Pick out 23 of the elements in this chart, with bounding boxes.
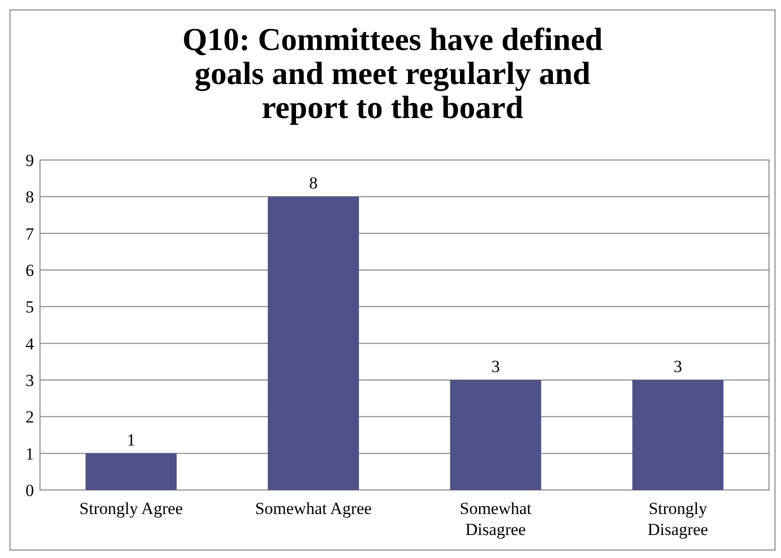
y-tick-label: 5 — [26, 298, 34, 317]
bar — [86, 453, 177, 490]
y-tick-label: 3 — [26, 370, 34, 390]
y-tick-label: 0 — [26, 480, 34, 500]
data-label: 3 — [674, 357, 682, 376]
data-label: 1 — [126, 430, 136, 450]
x-tick-label: Strongly Disagree — [648, 499, 708, 539]
x-tick-label: Somewhat Disagree — [460, 499, 532, 539]
y-tick-label: 1 — [26, 444, 34, 464]
y-tick-label: 2 — [26, 408, 34, 427]
bar — [632, 380, 724, 490]
y-tick-label: 8 — [26, 188, 34, 207]
bar — [268, 196, 359, 490]
data-label: 3 — [491, 357, 500, 376]
chart-title: Q10: Committees have defined goals and meet regularly and report to the board — [182, 21, 603, 125]
x-tick-label: Somewhat Agree — [255, 499, 372, 518]
y-tick-label: 6 — [26, 260, 34, 280]
y-tick-label: 7 — [26, 224, 34, 244]
y-tick-label: 9 — [26, 150, 34, 170]
bar — [450, 380, 542, 490]
data-label: 8 — [309, 174, 318, 193]
y-tick-label: 4 — [26, 334, 34, 354]
x-tick-label: Strongly Agree — [79, 499, 183, 518]
